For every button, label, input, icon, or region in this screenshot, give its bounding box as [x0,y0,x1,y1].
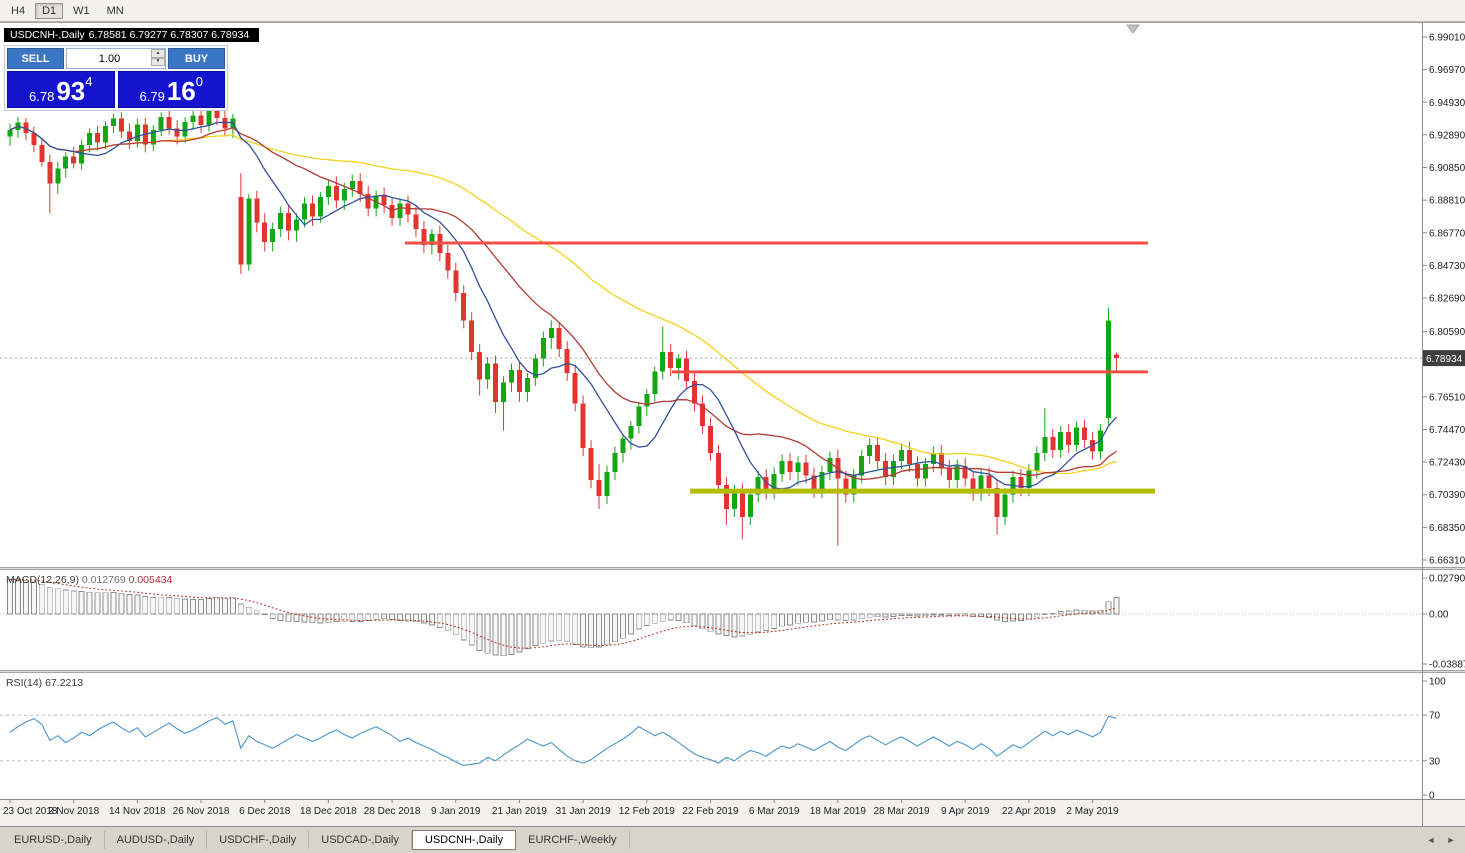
horizontal-level-lines[interactable] [405,241,1155,494]
chart-tab-eurusddaily[interactable]: EURUSD-,Daily [2,831,105,849]
candlestick-series [7,104,1119,546]
svg-text:6.82690: 6.82690 [1429,294,1465,305]
svg-text:18 Mar 2019: 18 Mar 2019 [810,806,867,817]
chart-window[interactable]: MACD(12,26,9) 0.012769 0.005434 RSI(14) 6… [0,22,1465,826]
sell-button[interactable]: SELL [7,48,64,69]
svg-text:6.86770: 6.86770 [1429,228,1465,239]
macd-indicator-pane: MACD(12,26,9) 0.012769 0.005434 [0,574,1422,657]
pane-separator[interactable] [0,567,1465,570]
svg-text:6.66310: 6.66310 [1429,556,1465,567]
buy-price-button[interactable]: 6.79 16 0 [117,71,225,108]
svg-text:26 Nov 2018: 26 Nov 2018 [173,806,230,817]
price-axis[interactable]: 6.99010 6.96970 6.94930 6.92890 6.90850 6.888… [1422,22,1465,826]
lot-decrease-button[interactable]: ▼ [151,57,165,66]
svg-text:9 Apr 2019: 9 Apr 2019 [941,806,990,817]
symbol-period-label: USDCNH-,Daily [10,29,85,41]
svg-text:6.72430: 6.72430 [1429,458,1465,469]
rsi-line [9,715,1117,766]
svg-text:6.80590: 6.80590 [1429,327,1465,338]
timeframe-button-d1[interactable]: D1 [35,2,64,19]
svg-text:6.90850: 6.90850 [1429,163,1465,174]
svg-text:6.94930: 6.94930 [1429,98,1465,109]
svg-text:6.70390: 6.70390 [1429,490,1465,501]
current-price-badge: 6.78934 [1423,350,1465,367]
svg-text:0.00: 0.00 [1429,609,1449,620]
lot-increase-button[interactable]: ▲ [151,49,165,58]
lot-size-field: ▲ ▼ [66,48,166,69]
chart-canvas[interactable]: MACD(12,26,9) 0.012769 0.005434 RSI(14) 6… [0,22,1465,826]
chart-tab-usdcnhdaily[interactable]: USDCNH-,Daily [411,830,517,850]
svg-text:100: 100 [1429,677,1446,688]
svg-text:0: 0 [1429,791,1435,802]
sell-price-big: 93 [56,76,86,106]
tab-scroll-right-icon[interactable]: ► [1446,835,1456,845]
svg-text:9 Jan 2019: 9 Jan 2019 [431,806,481,817]
svg-text:70: 70 [1429,711,1441,722]
svg-text:30: 30 [1429,756,1441,767]
svg-text:6 Mar 2019: 6 Mar 2019 [749,806,800,817]
rsi-indicator-pane: RSI(14) 67.2213 [0,677,1422,766]
svg-text:0.027908: 0.027908 [1429,574,1465,585]
svg-text:6.96970: 6.96970 [1429,65,1465,76]
svg-text:28 Dec 2018: 28 Dec 2018 [364,806,421,817]
svg-text:6.68350: 6.68350 [1429,523,1465,534]
date-axis-strip[interactable] [0,799,1465,826]
svg-text:12 Feb 2019: 12 Feb 2019 [619,806,676,817]
svg-text:2 May 2019: 2 May 2019 [1066,806,1119,817]
svg-text:21 Jan 2019: 21 Jan 2019 [492,806,547,817]
timeframe-toolbar: H4 D1 W1 MN [0,0,1465,22]
sell-price-prefix: 6.78 [29,89,55,104]
svg-text:6.99010: 6.99010 [1429,33,1465,44]
chart-shift-marker-icon[interactable] [1126,24,1140,34]
buy-price-prefix: 6.79 [139,89,165,104]
rsi-label: RSI(14) 67.2213 [6,677,83,689]
timeframe-button-h4[interactable]: H4 [4,3,32,19]
svg-text:31 Jan 2019: 31 Jan 2019 [556,806,611,817]
svg-text:22 Apr 2019: 22 Apr 2019 [1002,806,1056,817]
svg-text:6.84730: 6.84730 [1429,261,1465,272]
sell-price-pipette: 4 [85,74,93,89]
svg-text:6.92890: 6.92890 [1429,130,1465,141]
chart-tab-usdcaddaily[interactable]: USDCAD-,Daily [309,831,412,849]
timeframe-button-mn[interactable]: MN [100,3,131,19]
buy-button[interactable]: BUY [168,48,225,69]
chart-tab-audusddaily[interactable]: AUDUSD-,Daily [105,831,208,849]
svg-text:-0.038871: -0.038871 [1429,660,1465,671]
svg-text:6 Dec 2018: 6 Dec 2018 [239,806,291,817]
tab-scroll-left-icon[interactable]: ◄ [1426,835,1436,845]
chart-ohlc-title: USDCNH-,Daily 6.78581 6.79277 6.78307 6.7… [4,28,260,42]
svg-text:6.74470: 6.74470 [1429,425,1465,436]
moving-average-lines [9,121,1117,490]
lot-size-input[interactable] [66,48,166,69]
svg-text:6.76510: 6.76510 [1429,392,1465,403]
macd-signal-line [9,578,1117,649]
sell-price-button[interactable]: 6.78 93 4 [7,71,115,108]
buy-price-pipette: 0 [195,74,203,89]
ohlc-values: 6.78581 6.79277 6.78307 6.78934 [88,29,250,41]
svg-text:14 Nov 2018: 14 Nov 2018 [109,806,166,817]
svg-text:6.78934: 6.78934 [1426,354,1463,365]
chart-tab-usdchfdaily[interactable]: USDCHF-,Daily [207,831,310,849]
buy-price-big: 16 [166,76,196,106]
macd-label: MACD(12,26,9) 0.012769 0.005434 [6,574,173,586]
svg-text:6.88810: 6.88810 [1429,196,1465,207]
svg-text:23 Oct 2018: 23 Oct 2018 [3,806,58,817]
svg-text:2 Nov 2018: 2 Nov 2018 [48,806,100,817]
tab-scroll-arrows: ◄ ► [1423,832,1459,848]
timeframe-button-w1[interactable]: W1 [66,3,97,19]
chart-tabs-bar: EURUSD-,Daily AUDUSD-,Daily USDCHF-,Daily U… [0,826,1465,853]
svg-text:18 Dec 2018: 18 Dec 2018 [300,806,357,817]
chart-tabs: EURUSD-,Daily AUDUSD-,Daily USDCHF-,Daily U… [2,830,630,850]
pane-separator[interactable] [0,670,1465,673]
svg-text:28 Mar 2019: 28 Mar 2019 [873,806,930,817]
svg-text:22 Feb 2019: 22 Feb 2019 [682,806,739,817]
chart-tab-eurchfweekly[interactable]: EURCHF-,Weekly [516,831,630,849]
